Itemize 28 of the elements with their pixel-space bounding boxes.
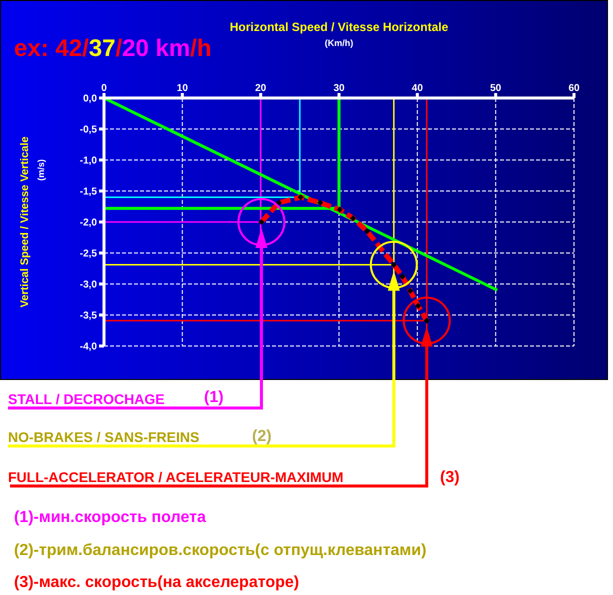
x-tick-label: 20 xyxy=(255,83,267,94)
y-tick-label: 0,0 xyxy=(83,94,98,105)
text: (2) xyxy=(252,428,272,445)
text: FULL-ACCELERATOR / ACELERATEUR-MAXIMUM xyxy=(8,469,344,485)
x-tick-label: 30 xyxy=(333,83,345,94)
y-tick-label: -2,0 xyxy=(80,218,98,229)
y-tick-label: -2,5 xyxy=(80,248,98,260)
x-axis-title: Horizontal Speed / Vitesse Horizontale (Km/h) xyxy=(230,20,449,48)
text: (1) xyxy=(204,389,224,406)
chart-title: ex: 42/37/20 km/h xyxy=(14,35,212,62)
y-tick-label: -3,0 xyxy=(80,280,98,291)
text: NO-BRAKES / SANS-FREINS xyxy=(8,429,200,445)
y-tick-label: -3,5 xyxy=(80,310,98,322)
y-tick-label: -1,0 xyxy=(80,156,98,167)
y-tick-label: -4,0 xyxy=(80,342,98,353)
y-tick-label: -1,5 xyxy=(80,186,98,198)
text: (1)-мин.скорость полета xyxy=(14,509,206,526)
text: (3) xyxy=(440,469,460,486)
x-tick-label: 50 xyxy=(490,83,502,94)
x-tick-label: 10 xyxy=(176,83,188,94)
y-axis-title: Vertical Speed / Vitesse Verticale (m/s) xyxy=(19,136,46,308)
y-tick-label: -0,5 xyxy=(80,124,98,136)
text: (2)-трим.балансиров.скорость(с отпущ.клевантами) xyxy=(14,542,426,559)
x-tick-label: 0 xyxy=(101,83,108,94)
x-tick-label: 60 xyxy=(568,83,580,94)
text: (3)-макс. скорость(на акселераторе) xyxy=(14,574,300,591)
text: STALL / DECROCHAGE xyxy=(8,391,165,407)
x-tick-label: 40 xyxy=(412,83,424,94)
